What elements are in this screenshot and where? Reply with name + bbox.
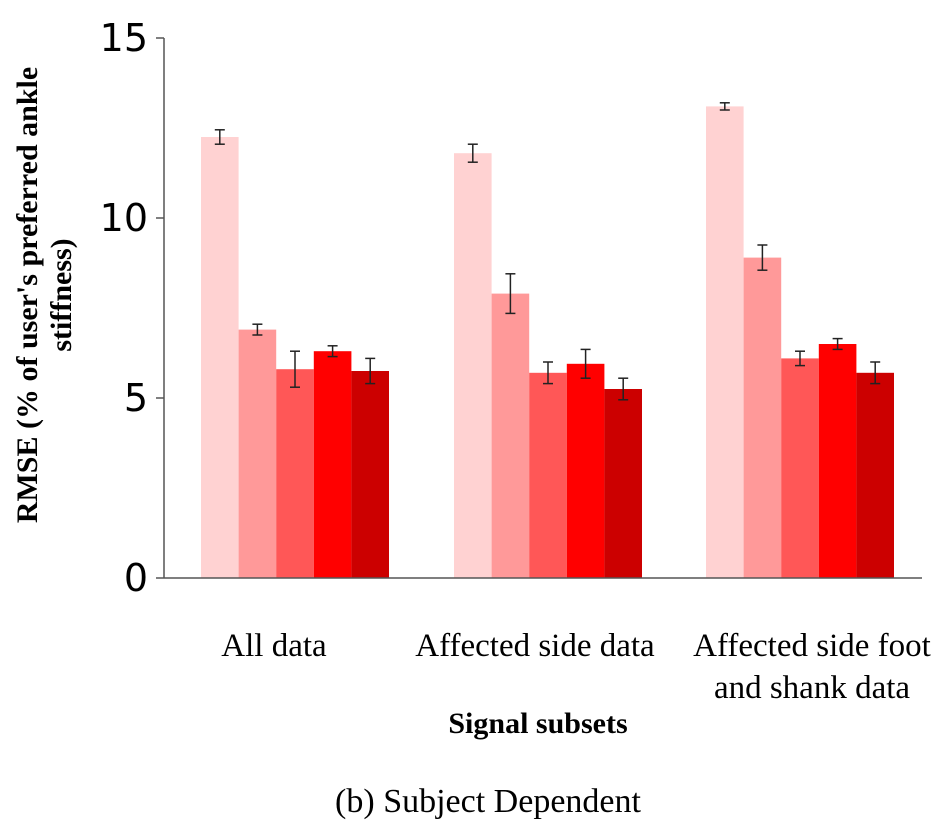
category-label: All data bbox=[221, 628, 327, 664]
bar bbox=[313, 351, 352, 578]
y-axis-title: RMSE (% of user's preferred ankle stiffn… bbox=[11, 67, 78, 523]
bar bbox=[238, 329, 277, 578]
category-labels: All data Affected side data Affected side … bbox=[221, 628, 931, 706]
bars-layer bbox=[201, 102, 894, 579]
bar bbox=[454, 153, 492, 578]
bar bbox=[856, 372, 894, 578]
category-label: and shank data bbox=[714, 670, 910, 706]
x-axis-title: Signal subsets bbox=[448, 707, 627, 740]
bar bbox=[743, 257, 782, 578]
figure-caption: (b) Subject Dependent bbox=[335, 783, 641, 820]
category-label: Affected side foot bbox=[693, 628, 931, 664]
bar bbox=[818, 344, 857, 578]
bar bbox=[566, 363, 605, 578]
y-tick-label: 10 bbox=[100, 196, 148, 240]
y-tick-label: 15 bbox=[100, 16, 148, 60]
bar bbox=[201, 137, 239, 578]
bar bbox=[491, 293, 530, 578]
y-tick-label: 0 bbox=[124, 556, 148, 600]
bar bbox=[604, 389, 642, 578]
y-axis-title-line-2: stiffness) bbox=[45, 238, 78, 351]
bar bbox=[351, 371, 389, 578]
axes-layer bbox=[163, 38, 922, 579]
ticks-layer: 0 5 10 15 bbox=[100, 16, 164, 600]
y-tick-label: 5 bbox=[124, 376, 148, 420]
bar bbox=[529, 372, 567, 578]
category-label: Affected side data bbox=[415, 628, 655, 664]
bar bbox=[781, 358, 819, 578]
bar bbox=[706, 106, 744, 579]
bar bbox=[276, 369, 314, 578]
y-axis-title-line-1: RMSE (% of user's preferred ankle bbox=[11, 67, 44, 523]
